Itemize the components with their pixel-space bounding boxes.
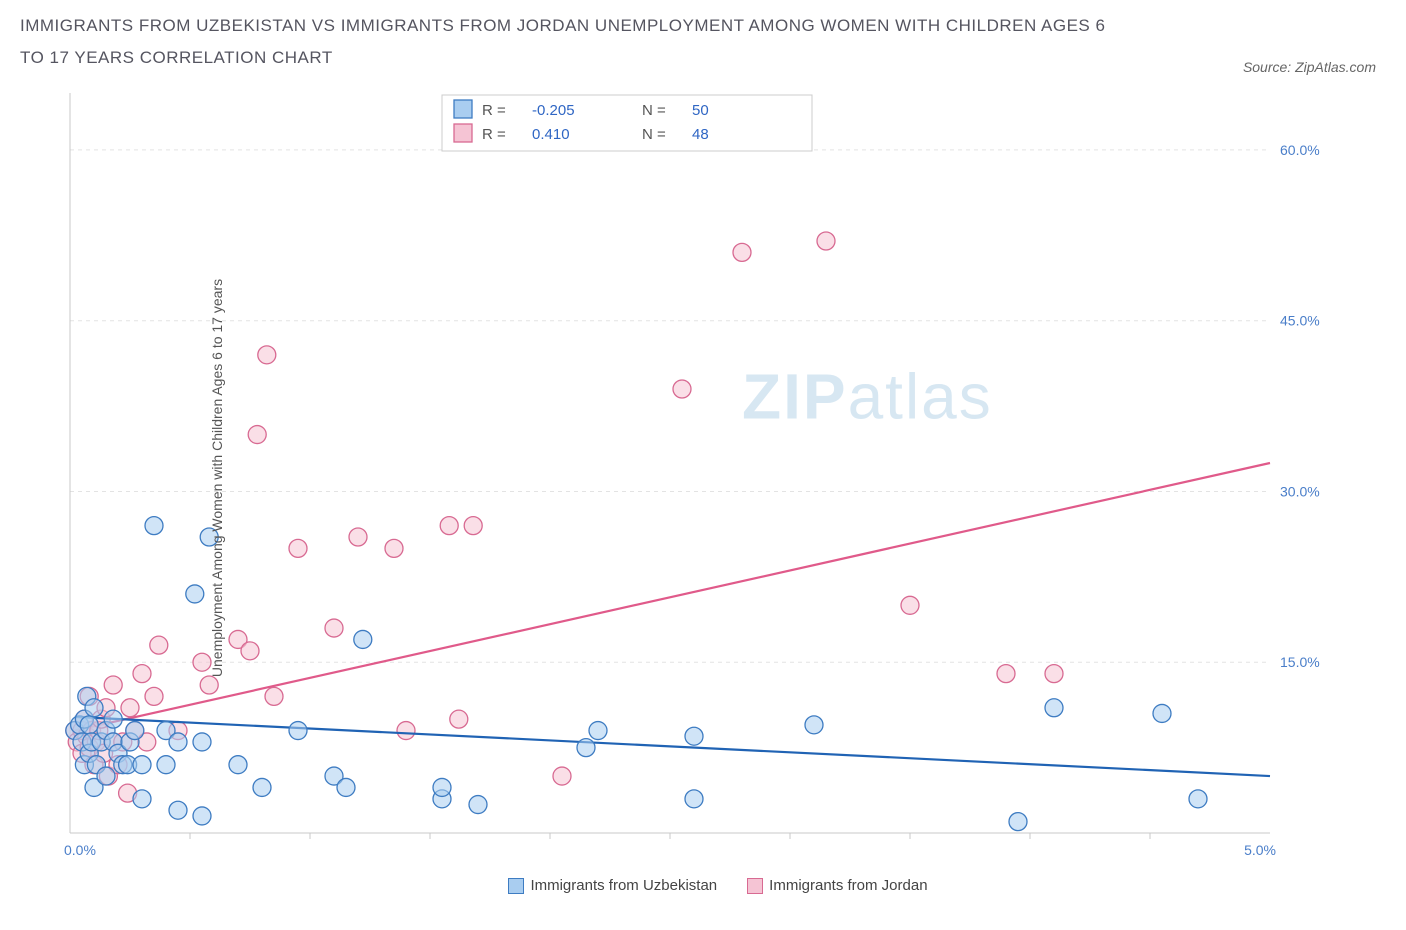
- legend-series-label: Immigrants from Uzbekistan: [530, 877, 717, 894]
- source-label: Source: ZipAtlas.com: [1243, 59, 1376, 75]
- svg-text:50: 50: [692, 102, 709, 119]
- svg-text:15.0%: 15.0%: [1280, 654, 1320, 670]
- correlation-chart: 15.0% 30.0% 45.0% 60.0% 0.0% 5.0% ZIPatlas R = -…: [10, 83, 1330, 873]
- svg-text:30.0%: 30.0%: [1280, 483, 1320, 499]
- svg-text:0.0%: 0.0%: [64, 842, 96, 858]
- svg-text:45.0%: 45.0%: [1280, 312, 1320, 328]
- svg-text:60.0%: 60.0%: [1280, 142, 1320, 158]
- legend-series-label: Immigrants from Jordan: [769, 877, 927, 894]
- svg-text:0.410: 0.410: [532, 126, 570, 143]
- svg-text:N =: N =: [642, 102, 666, 119]
- svg-text:-0.205: -0.205: [532, 102, 575, 119]
- svg-text:N =: N =: [642, 126, 666, 143]
- bottom-legend: Immigrants from Uzbekistan Immigrants fro…: [10, 877, 1396, 894]
- legend-swatch: [508, 878, 524, 894]
- svg-text:R =: R =: [482, 126, 506, 143]
- svg-text:R =: R =: [482, 102, 506, 119]
- svg-text:5.0%: 5.0%: [1244, 842, 1276, 858]
- chart-container: Unemployment Among Women with Children A…: [10, 83, 1396, 873]
- y-axis-label: Unemployment Among Women with Children A…: [209, 279, 225, 677]
- svg-text:48: 48: [692, 126, 709, 143]
- legend-swatch: [747, 878, 763, 894]
- chart-title: IMMIGRANTS FROM UZBEKISTAN VS IMMIGRANTS…: [20, 10, 1120, 75]
- svg-text:ZIPatlas: ZIPatlas: [742, 360, 993, 432]
